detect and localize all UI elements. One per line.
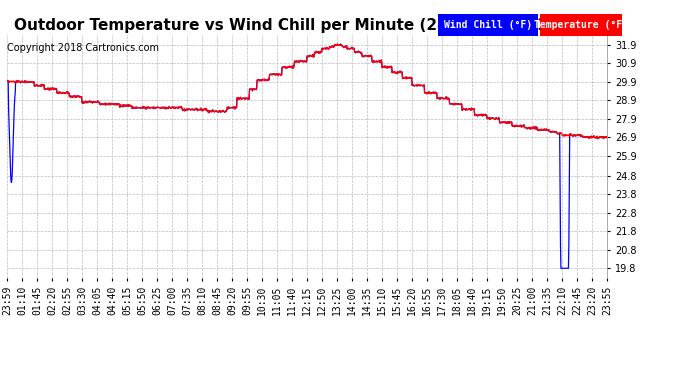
Text: Temperature (°F): Temperature (°F) <box>534 20 628 30</box>
Text: Copyright 2018 Cartronics.com: Copyright 2018 Cartronics.com <box>7 43 159 53</box>
Title: Outdoor Temperature vs Wind Chill per Minute (24 Hours) 20181204: Outdoor Temperature vs Wind Chill per Mi… <box>14 18 600 33</box>
Text: Wind Chill (°F): Wind Chill (°F) <box>444 20 532 30</box>
